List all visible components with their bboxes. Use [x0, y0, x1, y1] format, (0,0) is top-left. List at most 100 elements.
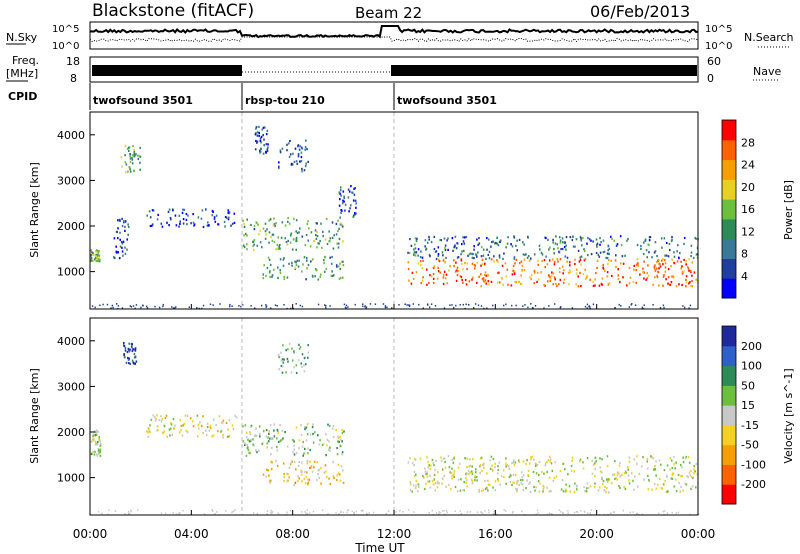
echo-cell: [301, 353, 304, 356]
echo-cell: [404, 303, 406, 305]
echo-cell: [498, 256, 501, 259]
echo-cell: [174, 214, 177, 217]
echo-cell: [340, 511, 342, 514]
echo-cell: [329, 482, 332, 486]
echo-cell: [173, 427, 175, 430]
echo-cell: [320, 222, 322, 225]
echo-cell: [676, 260, 679, 263]
echo-cell: [255, 139, 257, 143]
echo-cell: [300, 470, 302, 474]
echo-cell: [339, 262, 341, 265]
echo-cell: [256, 131, 259, 134]
colorbar-swatch: [722, 179, 736, 200]
echo-cell: [297, 464, 300, 467]
echo-cell: [464, 457, 466, 460]
echo-cell: [439, 238, 442, 242]
echo-cell: [252, 443, 254, 446]
freq-tick-lo: 8: [70, 72, 77, 85]
echo-cell: [306, 223, 309, 226]
echo-cell: [605, 256, 607, 259]
echo-cell: [196, 435, 199, 438]
echo-cell: [570, 469, 573, 472]
echo-cell: [654, 276, 656, 279]
echo-cell: [209, 303, 212, 306]
echo-cell: [328, 448, 330, 451]
echo-cell: [695, 278, 698, 281]
echo-cell: [676, 250, 678, 253]
echo-cell: [449, 471, 451, 474]
echo-cell: [253, 243, 255, 246]
echo-cell: [577, 275, 579, 278]
echo-cell: [301, 305, 304, 308]
echo-cell: [548, 305, 550, 307]
echo-cell: [339, 435, 341, 438]
echo-cell: [414, 237, 417, 240]
echo-cell: [118, 257, 121, 260]
echo-cell: [468, 303, 470, 306]
echo-cell: [507, 283, 509, 286]
echo-cell: [520, 282, 523, 285]
echo-cell: [615, 477, 617, 480]
echo-cell: [305, 439, 308, 442]
echo-cell: [342, 264, 345, 267]
echo-cell: [512, 473, 515, 476]
echo-cell: [608, 247, 611, 251]
echo-cell: [582, 467, 585, 470]
echo-cell: [276, 445, 278, 449]
echo-cell: [502, 469, 505, 472]
echo-cell: [446, 282, 448, 285]
echo-cell: [576, 488, 578, 491]
echo-cell: [408, 304, 410, 306]
echo-cell: [271, 275, 273, 278]
echo-cell: [693, 465, 696, 468]
echo-cell: [475, 253, 477, 256]
ytick-label-1: 2000: [57, 426, 85, 439]
echo-cell: [522, 474, 525, 477]
echo-cell: [415, 479, 418, 482]
echo-cell: [224, 215, 227, 219]
echo-cell: [282, 361, 285, 364]
echo-cell: [451, 474, 454, 477]
echo-cell: [617, 278, 620, 281]
echo-cell: [227, 211, 230, 214]
echo-cell: [579, 256, 582, 259]
echo-cell: [94, 450, 96, 453]
echo-cell: [601, 471, 603, 474]
echo-cell: [444, 277, 447, 280]
echo-cell: [652, 304, 654, 306]
echo-cell: [175, 513, 178, 515]
echo-cell: [282, 264, 285, 267]
echo-cell: [289, 234, 292, 237]
echo-cell: [560, 488, 563, 491]
echo-cell: [426, 283, 428, 286]
echo-cell: [96, 443, 99, 446]
echo-cell: [512, 264, 515, 267]
echo-cell: [258, 134, 260, 137]
echo-cell: [325, 306, 327, 309]
echo-cell: [584, 305, 587, 308]
echo-cell: [560, 248, 562, 251]
echo-cell: [496, 236, 498, 239]
echo-cell: [616, 478, 618, 481]
echo-cell: [284, 237, 287, 240]
echo-cell: [339, 445, 342, 448]
echo-cell: [422, 307, 424, 309]
echo-cell: [516, 482, 518, 485]
echo-cell: [125, 171, 127, 174]
echo-cell: [559, 278, 562, 281]
echo-cell: [445, 510, 448, 512]
echo-cell: [510, 474, 512, 477]
echo-cell: [545, 236, 547, 240]
echo-cell: [537, 278, 540, 281]
echo-cell: [670, 240, 673, 243]
echo-cell: [179, 419, 182, 422]
echo-cell: [122, 240, 125, 243]
echo-cell: [309, 448, 311, 452]
echo-cell: [479, 463, 482, 467]
echo-cell: [128, 342, 130, 345]
echo-cell: [266, 228, 268, 231]
colorbar-swatch: [722, 159, 736, 180]
echo-cell: [548, 455, 551, 458]
echo-cell: [92, 251, 94, 255]
